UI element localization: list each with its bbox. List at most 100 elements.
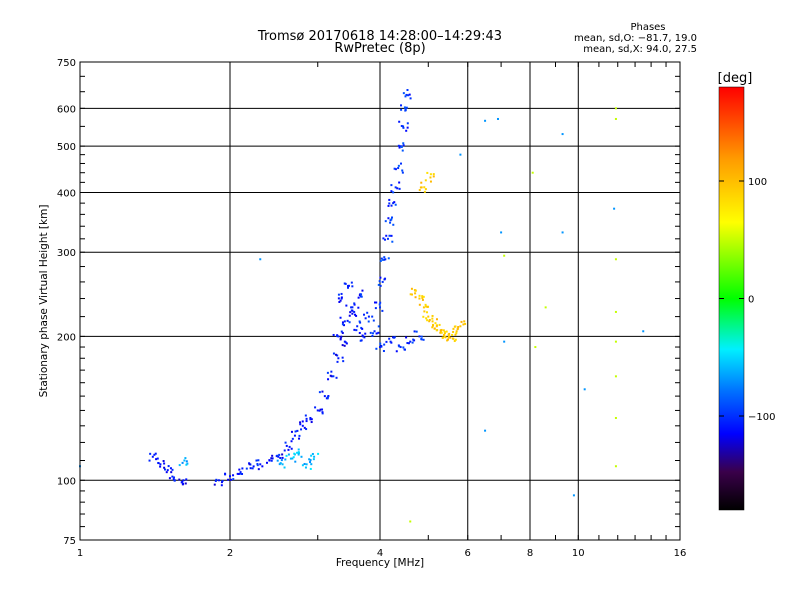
data-point <box>310 463 313 466</box>
data-point <box>442 329 445 332</box>
x-tick-label: 10 <box>572 548 585 559</box>
data-point <box>380 257 383 260</box>
data-point <box>614 310 617 313</box>
data-point <box>156 457 159 460</box>
data-point <box>503 340 506 343</box>
data-point <box>343 324 346 327</box>
data-point <box>463 320 466 323</box>
data-point <box>433 327 436 330</box>
data-point <box>383 256 386 259</box>
data-point <box>224 472 227 475</box>
data-point <box>361 334 364 337</box>
data-point <box>406 342 409 345</box>
data-point <box>392 202 395 205</box>
data-point <box>398 146 401 149</box>
data-point <box>332 375 335 378</box>
data-point <box>392 191 395 194</box>
data-point <box>336 360 339 363</box>
data-point <box>326 395 329 398</box>
data-point <box>257 468 260 471</box>
data-point <box>614 340 617 343</box>
data-point <box>395 350 398 353</box>
data-point <box>398 120 401 123</box>
data-point <box>379 346 381 349</box>
data-point <box>153 453 156 456</box>
data-point <box>344 282 347 285</box>
data-point <box>374 307 377 310</box>
data-point <box>169 467 172 470</box>
data-point <box>298 434 301 437</box>
data-point <box>292 456 295 459</box>
data-point <box>249 467 252 470</box>
data-point <box>375 332 378 335</box>
data-point <box>248 463 251 466</box>
data-point <box>309 459 312 462</box>
data-point <box>390 204 393 207</box>
data-point <box>255 459 258 462</box>
data-point <box>429 180 432 183</box>
data-point <box>423 186 426 189</box>
data-point <box>338 300 341 303</box>
data-point <box>170 471 173 474</box>
data-point <box>412 338 415 341</box>
data-point <box>289 457 292 460</box>
data-point <box>256 463 259 466</box>
data-point <box>151 455 154 458</box>
data-point <box>340 335 343 338</box>
data-point <box>337 297 340 300</box>
data-point <box>402 125 405 128</box>
data-point <box>353 303 356 306</box>
data-point <box>381 309 384 312</box>
y-tick-label: 100 <box>57 476 76 487</box>
data-point <box>400 104 403 107</box>
data-point <box>359 321 362 324</box>
data-point <box>281 463 284 466</box>
data-point <box>409 340 412 343</box>
data-point <box>301 424 304 427</box>
data-point <box>229 478 232 481</box>
data-point <box>303 462 306 465</box>
data-point <box>379 301 382 304</box>
data-point <box>431 326 434 329</box>
data-point <box>642 330 645 333</box>
data-point <box>393 336 396 339</box>
data-point <box>178 478 181 481</box>
data-point <box>419 186 422 189</box>
data-point <box>402 126 405 129</box>
colorbar-tick-label: −100 <box>748 412 775 423</box>
data-point <box>290 430 293 433</box>
y-tick-label: 750 <box>57 58 76 69</box>
data-point <box>214 479 217 482</box>
data-point <box>279 462 282 465</box>
data-point <box>277 455 280 458</box>
data-point <box>379 276 382 279</box>
data-point <box>431 317 434 320</box>
data-point <box>341 321 344 324</box>
data-point <box>614 107 617 110</box>
data-point <box>402 142 405 145</box>
data-point <box>291 457 294 460</box>
data-point <box>439 330 442 333</box>
data-point <box>422 295 425 298</box>
data-point <box>424 188 427 191</box>
data-point <box>155 458 158 461</box>
data-point <box>358 320 361 323</box>
data-point <box>451 333 454 336</box>
data-point <box>392 223 395 226</box>
data-point <box>388 234 391 237</box>
data-point <box>297 448 300 451</box>
data-point <box>350 306 353 309</box>
data-point <box>357 296 360 299</box>
data-point <box>393 201 396 204</box>
data-point <box>232 474 235 477</box>
data-point <box>354 313 357 316</box>
data-point <box>329 374 332 377</box>
data-point <box>452 330 455 333</box>
data-point <box>294 460 297 463</box>
data-point <box>423 310 426 313</box>
data-point <box>387 217 390 220</box>
data-point <box>390 190 393 193</box>
data-point <box>288 445 291 448</box>
y-tick-label: 600 <box>57 104 76 115</box>
data-point <box>339 316 342 319</box>
